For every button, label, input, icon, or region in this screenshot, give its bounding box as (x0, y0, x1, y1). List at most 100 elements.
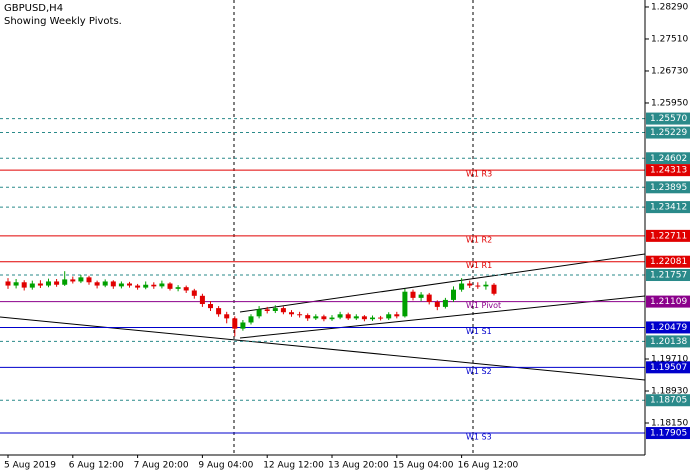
x-tick-label: 15 Aug 04:00 (393, 461, 454, 471)
candle-body (21, 282, 27, 288)
level-label-box (646, 427, 690, 440)
candle-body (127, 283, 132, 286)
candle-body (483, 284, 489, 287)
candle-body (118, 283, 124, 287)
level-label-box (646, 394, 690, 407)
candle-body (426, 294, 432, 302)
candle-body (208, 304, 213, 309)
level-label-box (646, 164, 690, 177)
level-label-box (646, 335, 690, 348)
candle-body (467, 283, 473, 286)
candle-body (78, 277, 84, 282)
level-label: 1.25570 (650, 114, 687, 124)
candle-body (264, 309, 270, 311)
x-tick-label: 16 Aug 12:00 (458, 461, 519, 471)
candle-body (199, 295, 205, 305)
level-label: 1.22711 (650, 231, 687, 241)
level-label: 1.18705 (650, 396, 687, 406)
candle-body (434, 301, 440, 307)
level-label-box (646, 181, 690, 194)
candle-body (370, 317, 375, 320)
candle-body (159, 283, 165, 287)
candle-body (280, 308, 286, 313)
y-tick-label: 1.18930 (651, 386, 688, 396)
candle-body (240, 322, 246, 329)
candle-body (305, 315, 311, 319)
candle-body (46, 281, 51, 286)
level-label: 1.23412 (650, 203, 687, 213)
candle-body (313, 316, 319, 319)
x-tick-label: 7 Aug 20:00 (134, 461, 189, 471)
level-name: W1 R3 (466, 170, 492, 179)
candle-body (386, 314, 392, 319)
candle-body (361, 316, 367, 320)
level-name: W1 S1 (466, 327, 492, 336)
level-name: W1 Pivot (466, 301, 501, 310)
chart-title: GBPUSD,H4 (4, 3, 63, 14)
candle-body (410, 291, 416, 298)
level-label-box (646, 255, 690, 268)
candle-body (442, 299, 448, 307)
candle-body (329, 317, 335, 320)
candle-body (491, 284, 497, 294)
level-label: 1.20479 (650, 323, 687, 333)
y-tick-label: 1.18150 (651, 418, 688, 428)
chart-subtitle: Showing Weekly Pivots. (4, 16, 122, 27)
y-tick-label: 1.25950 (651, 98, 688, 108)
level-label-box (646, 321, 690, 334)
level-label-box (646, 295, 690, 308)
candle-body (54, 281, 60, 285)
candle-body (13, 282, 19, 286)
level-label-box (646, 152, 690, 165)
level-name: W1 S3 (466, 433, 492, 442)
candle-body (151, 284, 157, 287)
candle-body (353, 316, 359, 319)
trend-line (239, 253, 646, 313)
candle-body (143, 284, 149, 288)
candle-body (256, 309, 262, 317)
candle-body (167, 283, 173, 289)
x-tick-label: 13 Aug 20:00 (328, 461, 389, 471)
candle-body (37, 283, 43, 286)
candle-body (62, 279, 68, 285)
level-label-box (646, 126, 690, 139)
trend-line (239, 295, 646, 339)
candle-body (70, 279, 76, 282)
level-label-box (646, 361, 690, 374)
level-label-box (646, 201, 690, 214)
candle-body (394, 314, 400, 317)
candle-body (135, 285, 141, 288)
level-name: W1 R1 (466, 261, 492, 270)
candle-body (321, 316, 327, 320)
y-tick-label: 1.26730 (651, 66, 688, 76)
candle-body (378, 317, 384, 319)
candle-body (86, 277, 92, 283)
y-tick-label: 1.28290 (651, 2, 688, 12)
candle-body (110, 281, 116, 287)
y-tick-label: 1.19710 (651, 354, 688, 364)
candle-body (272, 308, 278, 311)
candle-body (232, 318, 238, 329)
level-label: 1.23895 (650, 183, 687, 193)
level-label: 1.17905 (650, 429, 687, 439)
candle-body (224, 314, 230, 319)
candle-body (459, 283, 465, 290)
level-label: 1.19507 (650, 363, 687, 373)
y-tick-label: 1.27510 (651, 34, 688, 44)
candle-body (297, 314, 303, 316)
candle-body (191, 290, 197, 296)
candle-body (183, 287, 189, 291)
level-name: W1 R2 (466, 235, 492, 244)
candle-body (402, 291, 408, 317)
level-label: 1.21109 (650, 297, 687, 307)
level-label-box (646, 269, 690, 282)
level-label: 1.20138 (650, 337, 687, 347)
candle-body (102, 281, 108, 286)
level-label: 1.22081 (650, 257, 687, 267)
level-label: 1.25229 (650, 128, 687, 138)
candle-body (216, 308, 222, 315)
level-label-box (646, 112, 690, 125)
level-label-box (646, 229, 690, 242)
